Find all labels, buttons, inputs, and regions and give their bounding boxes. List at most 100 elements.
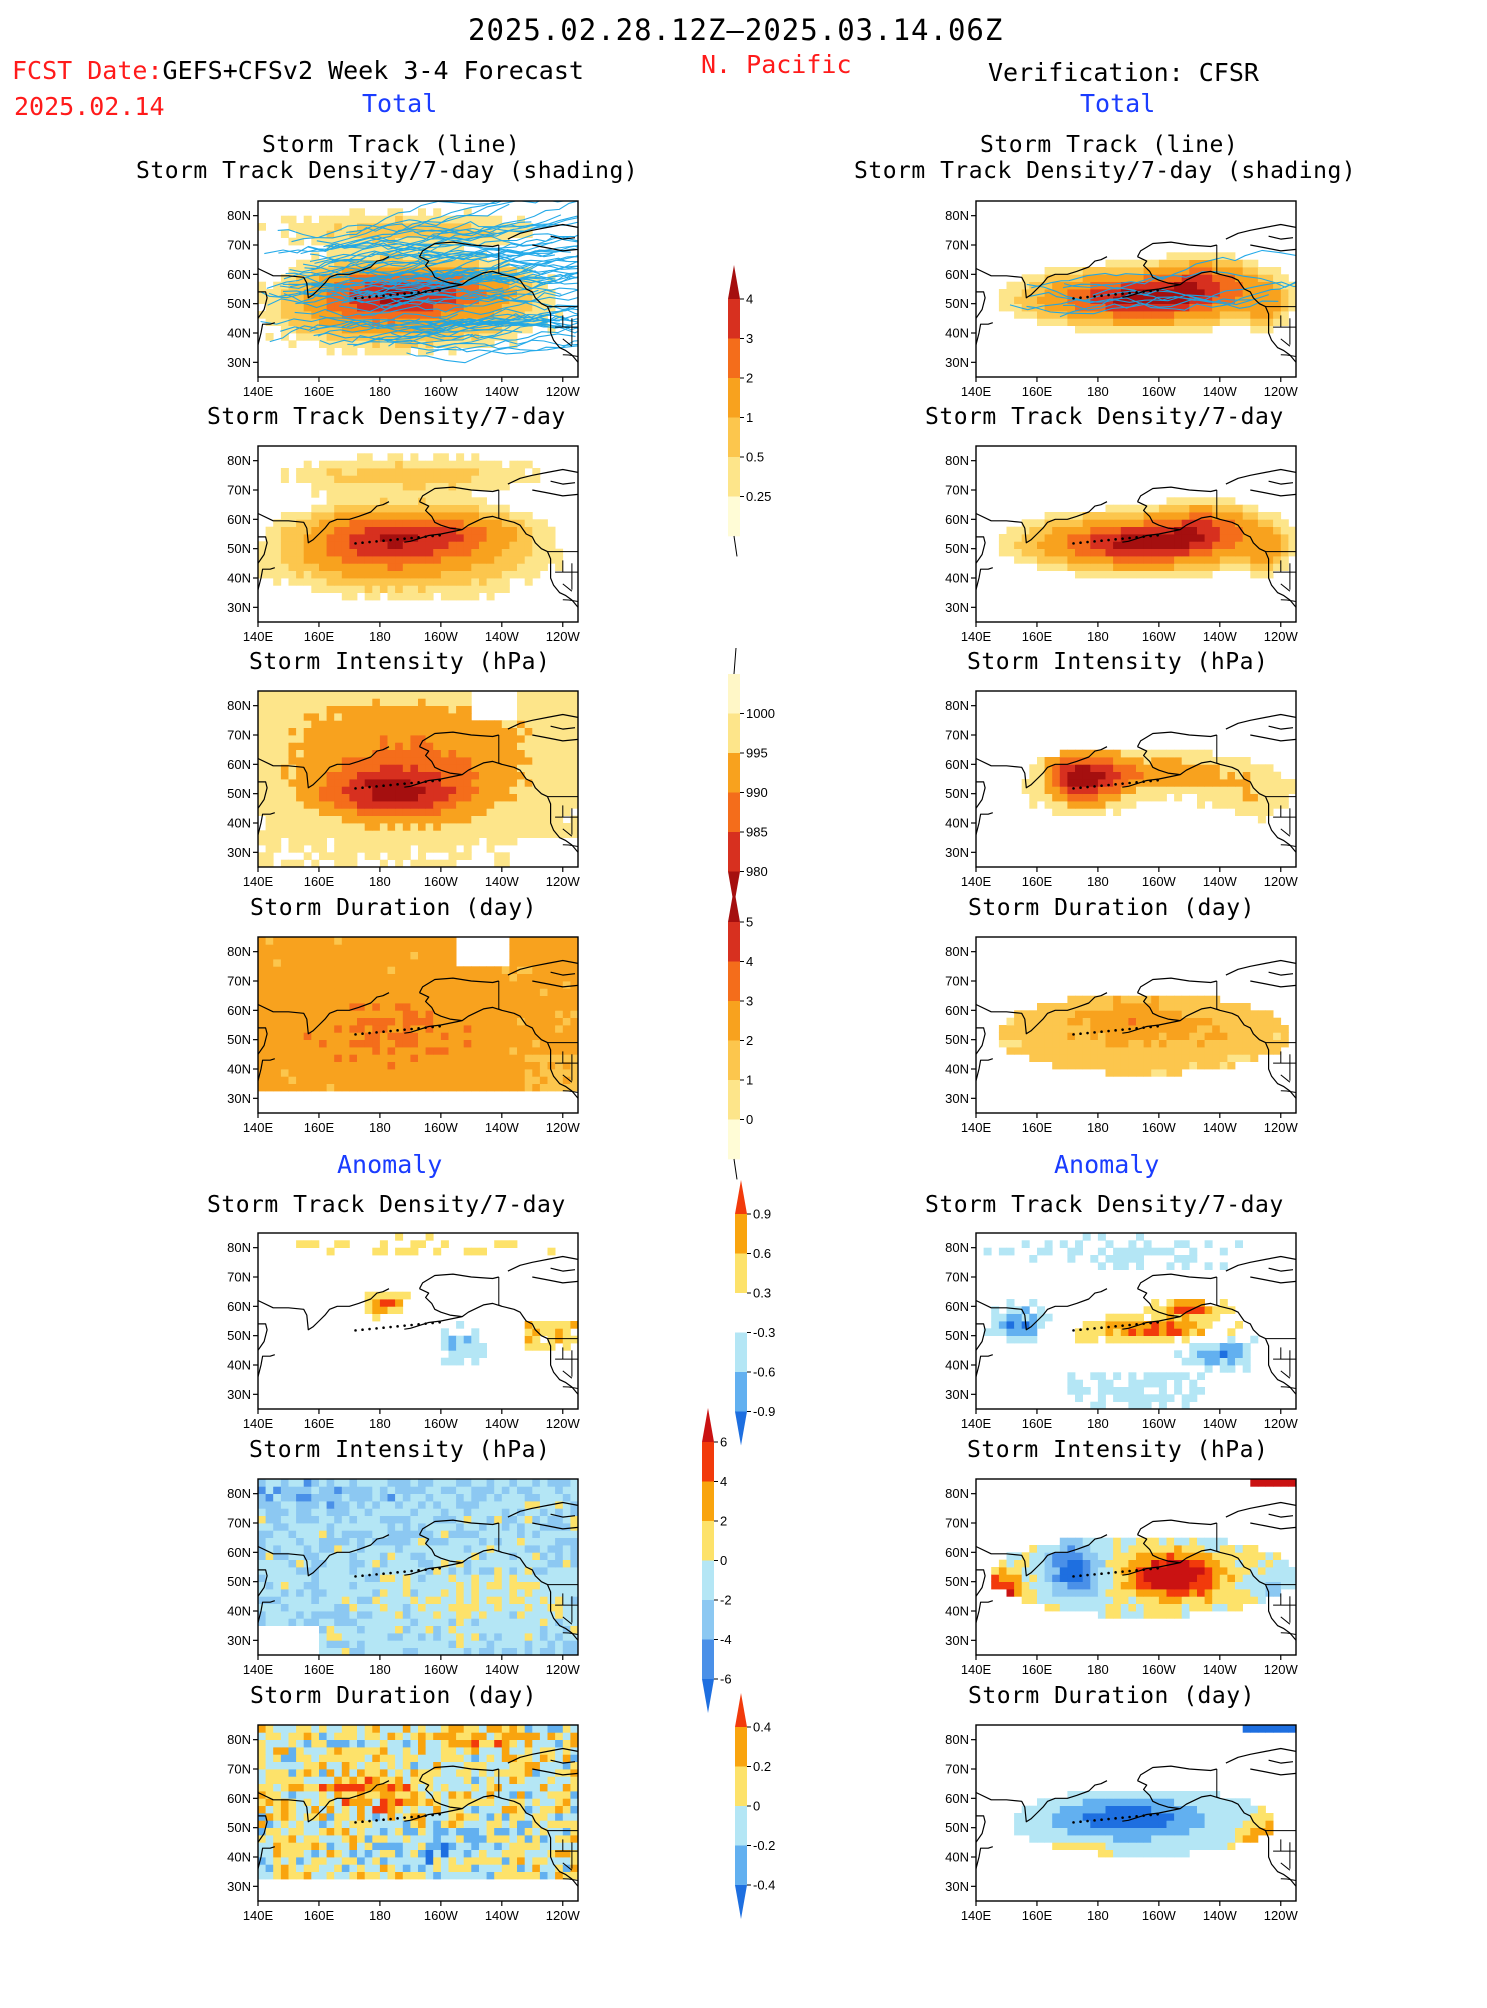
lat-tick-label: 80N (227, 1486, 251, 1501)
colorbar-segment (735, 1885, 747, 1919)
lon-tick-label: 140E (243, 1662, 274, 1677)
anomaly-left-label: Anomaly (337, 1152, 442, 1177)
shading-field (258, 453, 563, 600)
title-right-intensity: Storm Intensity (hPa) (967, 651, 1268, 674)
colorbar-label: 4 (746, 954, 753, 969)
lon-tick-label: 160E (304, 1662, 335, 1677)
lat-tick-label: 50N (945, 786, 969, 801)
lon-tick-label: 140E (961, 1908, 992, 1923)
lon-tick-label: 180 (369, 1908, 391, 1923)
lon-tick-label: 160E (304, 1908, 335, 1923)
title-right-anom-density: Storm Track Density/7-day (925, 1194, 1284, 1217)
colorbar-label: -0.3 (753, 1325, 775, 1340)
lon-tick-label: 140E (961, 874, 992, 889)
colorbar-label: 0.2 (753, 1759, 771, 1774)
lon-tick-label: 180 (1087, 1662, 1109, 1677)
colorbar-segment (735, 1293, 747, 1333)
lat-tick-label: 30N (945, 845, 969, 860)
lat-tick-label: 30N (945, 1633, 969, 1648)
colorbar-label: 0.4 (753, 1720, 771, 1735)
lat-tick-label: 50N (945, 1032, 969, 1047)
date-range-title: 2025.02.28.12Z–2025.03.14.06Z (468, 16, 1003, 45)
colorbar-label: 980 (746, 864, 768, 879)
lon-tick-label: 140W (1203, 1120, 1238, 1135)
lon-tick-label: 180 (1087, 1416, 1109, 1431)
lon-tick-label: 160W (424, 1416, 459, 1431)
lon-tick-label: 140E (961, 1120, 992, 1135)
lat-tick-label: 40N (945, 1358, 969, 1373)
lon-tick-label: 160E (1022, 1120, 1053, 1135)
lat-tick-label: 70N (945, 1516, 969, 1531)
colorbar-label: 5 (746, 915, 753, 930)
lat-tick-label: 80N (227, 698, 251, 713)
lat-tick-label: 70N (945, 728, 969, 743)
lat-tick-label: 30N (227, 600, 251, 615)
lat-tick-label: 60N (945, 1545, 969, 1560)
colorbar-segment (728, 1001, 740, 1041)
colorbar-label: 0.5 (746, 450, 764, 465)
lat-tick-label: 50N (945, 1574, 969, 1589)
colorbar-segment (702, 1482, 714, 1522)
colorbar-segment (702, 1561, 714, 1601)
lat-tick-label: 70N (227, 483, 251, 498)
lat-tick-label: 50N (227, 1328, 251, 1343)
lon-tick-label: 160E (1022, 1908, 1053, 1923)
title-left-anom-intensity: Storm Intensity (hPa) (249, 1439, 550, 1462)
title-right-duration: Storm Duration (day) (968, 897, 1255, 920)
shading-field (1014, 1725, 1296, 1857)
lon-tick-label: 120W (1264, 1416, 1299, 1431)
colorbar-segment (728, 418, 740, 458)
lon-tick-label: 180 (1087, 629, 1109, 644)
lat-tick-label: 70N (227, 238, 251, 253)
colorbar-segment (728, 832, 740, 872)
lon-tick-label: 180 (1087, 874, 1109, 889)
title-left-duration: Storm Duration (day) (250, 897, 537, 920)
fcst-label: FCST Date: (12, 56, 163, 85)
lon-tick-label: 140W (485, 874, 520, 889)
lon-tick-label: 160W (1142, 874, 1177, 889)
colorbar-label: 0.25 (746, 489, 771, 504)
colorbar-segment (728, 299, 740, 339)
lat-tick-label: 30N (945, 355, 969, 370)
lat-tick-label: 50N (227, 786, 251, 801)
lon-tick-label: 180 (369, 1416, 391, 1431)
lat-tick-label: 40N (227, 1850, 251, 1865)
lat-tick-label: 60N (945, 1299, 969, 1314)
colorbar-label: 3 (746, 331, 753, 346)
lat-tick-label: 30N (945, 1879, 969, 1894)
lat-tick-label: 50N (945, 541, 969, 556)
colorbar-segment (735, 1767, 747, 1807)
lon-tick-label: 140W (1203, 384, 1238, 399)
colorbar-segment (735, 1727, 747, 1767)
colorbar-segment (735, 1180, 747, 1214)
fcst-model: GEFS+CFSv2 Week 3-4 Forecast (163, 56, 584, 85)
lon-tick-label: 140W (1203, 629, 1238, 644)
colorbar-label: 0 (753, 1799, 760, 1814)
lon-tick-label: 120W (546, 1908, 581, 1923)
colorbar-segment (735, 1333, 747, 1373)
lat-tick-label: 50N (945, 1328, 969, 1343)
lon-tick-label: 140E (243, 1120, 274, 1135)
lon-tick-label: 160W (1142, 1416, 1177, 1431)
colorbar-label: 6 (720, 1435, 727, 1450)
lat-tick-label: 70N (227, 1270, 251, 1285)
total-right-label: Total (1080, 91, 1155, 116)
lon-tick-label: 140W (1203, 1908, 1238, 1923)
lat-tick-label: 60N (227, 267, 251, 282)
lat-tick-label: 40N (227, 816, 251, 831)
lon-tick-label: 120W (546, 874, 581, 889)
colorbar-label: 0.6 (753, 1246, 771, 1261)
colorbar-label: 0.9 (753, 1207, 771, 1222)
colorbar-segment (728, 1120, 740, 1160)
lat-tick-label: 30N (945, 600, 969, 615)
lat-tick-label: 80N (227, 1240, 251, 1255)
lon-tick-label: 160E (1022, 874, 1053, 889)
lon-tick-label: 160E (1022, 384, 1053, 399)
lat-tick-label: 80N (227, 208, 251, 223)
lon-tick-label: 180 (369, 1120, 391, 1135)
shading-field (258, 691, 578, 867)
